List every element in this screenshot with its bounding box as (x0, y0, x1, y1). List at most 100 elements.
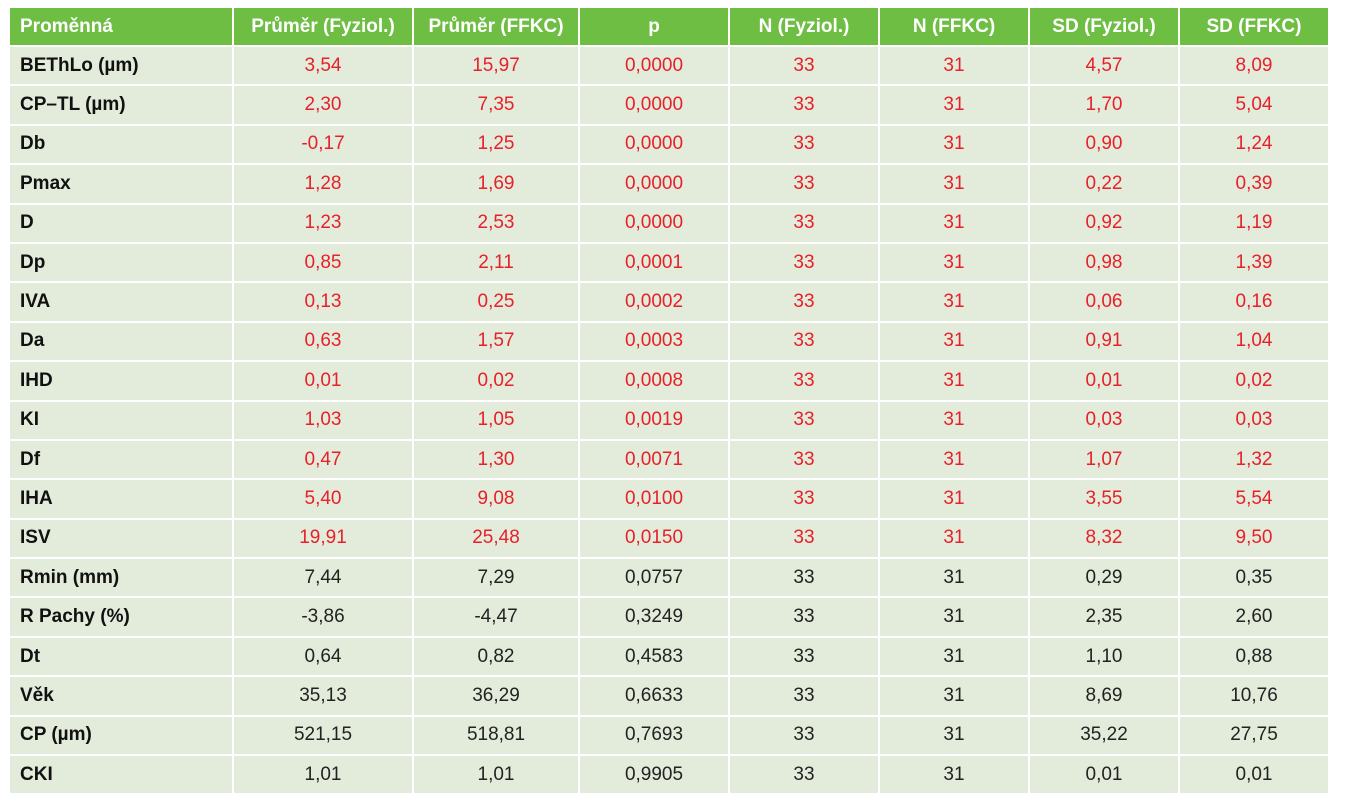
sd-physiological-cell: 1,70 (1030, 86, 1178, 124)
p-value-cell: 0,0000 (580, 125, 728, 164)
table-row: Dp 0,85 2,11 0,0001 33 31 0,98 1,39 (10, 243, 1328, 282)
sd-physiological-cell: 0,03 (1030, 401, 1178, 439)
sd-physiological-cell: 0,92 (1030, 204, 1178, 242)
header-n-physiological: N (Fyziol.) (730, 8, 878, 45)
header-sd-ffkc: SD (FFKC) (1180, 8, 1328, 45)
n-ffkc-cell: 31 (880, 204, 1028, 242)
mean-ffkc-cell: 1,25 (414, 125, 578, 164)
mean-physiological-cell: 1,28 (234, 165, 412, 203)
mean-physiological-cell: 3,54 (234, 47, 412, 85)
n-physiological-cell: 33 (730, 283, 878, 321)
variable-name-cell: Df (10, 440, 232, 479)
sd-physiological-cell: 0,29 (1030, 559, 1178, 597)
p-value-cell: 0,9905 (580, 756, 728, 794)
n-ffkc-cell: 31 (880, 598, 1028, 636)
mean-ffkc-cell: 7,35 (414, 86, 578, 124)
sd-ffkc-cell: 0,02 (1180, 362, 1328, 400)
sd-physiological-cell: 4,57 (1030, 47, 1178, 85)
table-row: Věk 35,13 36,29 0,6633 33 31 8,69 10,76 (10, 677, 1328, 715)
mean-ffkc-cell: 1,01 (414, 756, 578, 794)
p-value-cell: 0,0000 (580, 86, 728, 124)
mean-ffkc-cell: 1,57 (414, 322, 578, 361)
p-value-cell: 0,0001 (580, 243, 728, 282)
table-row: Pmax 1,28 1,69 0,0000 33 31 0,22 0,39 (10, 165, 1328, 203)
header-row: Proměnná Průměr (Fyziol.) Průměr (FFKC) … (10, 8, 1328, 45)
sd-physiological-cell: 1,07 (1030, 440, 1178, 479)
mean-physiological-cell: 5,40 (234, 480, 412, 518)
table-row: CKI 1,01 1,01 0,9905 33 31 0,01 0,01 (10, 756, 1328, 794)
variable-name-cell: Db (10, 125, 232, 164)
n-ffkc-cell: 31 (880, 637, 1028, 676)
sd-ffkc-cell: 8,09 (1180, 47, 1328, 85)
mean-ffkc-cell: 1,05 (414, 401, 578, 439)
mean-physiological-cell: 35,13 (234, 677, 412, 715)
table-row: Rmin (mm) 7,44 7,29 0,0757 33 31 0,29 0,35 (10, 559, 1328, 597)
variable-name-cell: Rmin (mm) (10, 559, 232, 597)
sd-ffkc-cell: 1,39 (1180, 243, 1328, 282)
mean-ffkc-cell: 7,29 (414, 559, 578, 597)
p-value-cell: 0,0019 (580, 401, 728, 439)
p-value-cell: 0,0000 (580, 47, 728, 85)
mean-ffkc-cell: 518,81 (414, 716, 578, 755)
n-physiological-cell: 33 (730, 86, 878, 124)
p-value-cell: 0,0008 (580, 362, 728, 400)
n-physiological-cell: 33 (730, 559, 878, 597)
table-row: IVA 0,13 0,25 0,0002 33 31 0,06 0,16 (10, 283, 1328, 321)
variable-name-cell: IHA (10, 480, 232, 518)
sd-physiological-cell: 0,98 (1030, 243, 1178, 282)
header-mean-ffkc: Průměr (FFKC) (414, 8, 578, 45)
n-ffkc-cell: 31 (880, 716, 1028, 755)
mean-ffkc-cell: 9,08 (414, 480, 578, 518)
variable-name-cell: Da (10, 322, 232, 361)
n-physiological-cell: 33 (730, 362, 878, 400)
n-physiological-cell: 33 (730, 125, 878, 164)
table-row: R Pachy (%) -3,86 -4,47 0,3249 33 31 2,35 2,60 (10, 598, 1328, 636)
sd-physiological-cell: 0,91 (1030, 322, 1178, 361)
sd-ffkc-cell: 10,76 (1180, 677, 1328, 715)
sd-ffkc-cell: 0,88 (1180, 637, 1328, 676)
mean-physiological-cell: 0,13 (234, 283, 412, 321)
p-value-cell: 0,0150 (580, 519, 728, 558)
n-physiological-cell: 33 (730, 322, 878, 361)
mean-physiological-cell: 1,03 (234, 401, 412, 439)
p-value-cell: 0,0000 (580, 165, 728, 203)
p-value-cell: 0,0757 (580, 559, 728, 597)
header-sd-physiological: SD (Fyziol.) (1030, 8, 1178, 45)
n-ffkc-cell: 31 (880, 519, 1028, 558)
table-row: IHD 0,01 0,02 0,0008 33 31 0,01 0,02 (10, 362, 1328, 400)
n-physiological-cell: 33 (730, 598, 878, 636)
sd-physiological-cell: 35,22 (1030, 716, 1178, 755)
statistics-table: Proměnná Průměr (Fyziol.) Průměr (FFKC) … (8, 6, 1330, 795)
table-row: D 1,23 2,53 0,0000 33 31 0,92 1,19 (10, 204, 1328, 242)
table-row: Da 0,63 1,57 0,0003 33 31 0,91 1,04 (10, 322, 1328, 361)
mean-physiological-cell: 0,85 (234, 243, 412, 282)
mean-physiological-cell: -3,86 (234, 598, 412, 636)
table-row: Df 0,47 1,30 0,0071 33 31 1,07 1,32 (10, 440, 1328, 479)
mean-physiological-cell: 0,63 (234, 322, 412, 361)
sd-ffkc-cell: 27,75 (1180, 716, 1328, 755)
n-physiological-cell: 33 (730, 401, 878, 439)
n-ffkc-cell: 31 (880, 243, 1028, 282)
n-physiological-cell: 33 (730, 677, 878, 715)
mean-physiological-cell: 2,30 (234, 86, 412, 124)
sd-ffkc-cell: 0,03 (1180, 401, 1328, 439)
n-ffkc-cell: 31 (880, 362, 1028, 400)
table-row: Db -0,17 1,25 0,0000 33 31 0,90 1,24 (10, 125, 1328, 164)
sd-ffkc-cell: 1,04 (1180, 322, 1328, 361)
mean-ffkc-cell: 1,69 (414, 165, 578, 203)
n-ffkc-cell: 31 (880, 401, 1028, 439)
table-row: CP (µm) 521,15 518,81 0,7693 33 31 35,22 27,75 (10, 716, 1328, 755)
variable-name-cell: CKI (10, 756, 232, 794)
mean-physiological-cell: 0,47 (234, 440, 412, 479)
sd-ffkc-cell: 1,32 (1180, 440, 1328, 479)
n-ffkc-cell: 31 (880, 322, 1028, 361)
mean-ffkc-cell: 2,53 (414, 204, 578, 242)
n-ffkc-cell: 31 (880, 47, 1028, 85)
header-n-ffkc: N (FFKC) (880, 8, 1028, 45)
variable-name-cell: Věk (10, 677, 232, 715)
variable-name-cell: D (10, 204, 232, 242)
sd-ffkc-cell: 2,60 (1180, 598, 1328, 636)
variable-name-cell: Dp (10, 243, 232, 282)
sd-ffkc-cell: 0,39 (1180, 165, 1328, 203)
n-ffkc-cell: 31 (880, 440, 1028, 479)
